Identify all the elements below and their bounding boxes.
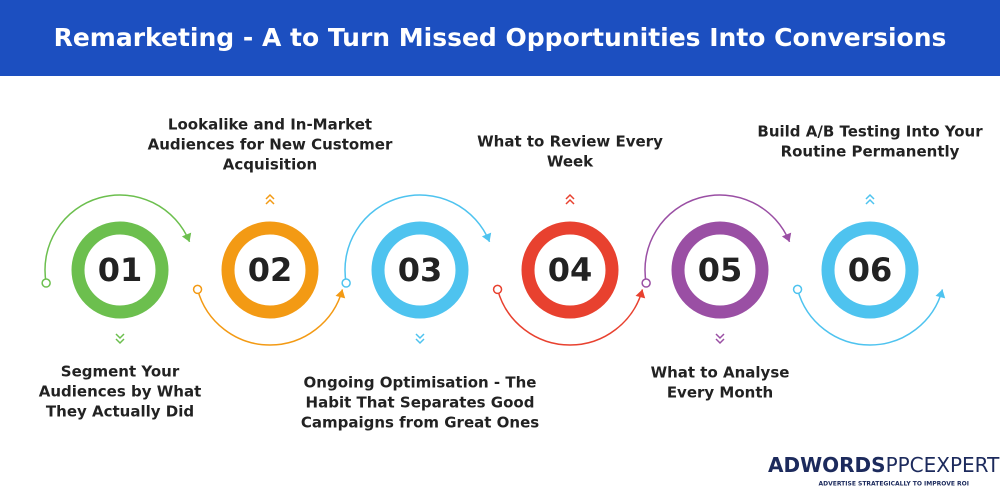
arrow-head [181,232,192,242]
arrow-head [935,289,946,299]
step-ring [521,221,619,319]
header-bar [0,0,1000,76]
chevron [865,198,875,205]
step-number: 02 [248,251,293,289]
step-label: What to Analyse [651,364,790,382]
chevron [415,338,425,345]
step-number: 06 [848,251,893,289]
chevron [115,333,125,340]
steps: 01 Segment Your Audiences by What They Actu… [39,116,983,432]
chevron [865,193,875,200]
chevron [265,198,275,205]
arc-start-dot [41,278,51,288]
step-ring [371,221,469,319]
step-ring [71,221,169,319]
step-label: Campaigns from Great Ones [301,414,539,432]
arc-start-dot [341,278,351,288]
arrow-head [481,232,492,242]
step-ring [821,221,919,319]
arrow-head [335,289,346,299]
step-label: They Actually Did [46,403,194,421]
step-label: Audiences for New Customer [148,136,393,154]
step-number: 03 [398,251,443,289]
step-label: Audiences by What [39,383,202,401]
connector-arc [196,289,344,346]
arrow-head [781,232,792,242]
step-label: Routine Permanently [781,143,960,161]
arc-start-dot [492,284,503,295]
step-number: 01 [98,251,143,289]
chevron [715,338,725,345]
header-title: Remarketing - A to Turn Missed Opportuni… [54,23,947,52]
arc-start-dot [192,284,203,295]
step-label: Lookalike and In-Market [168,116,372,134]
step-ring [221,221,319,319]
arc-start-dot [641,278,651,288]
arrow-head [635,289,646,299]
logo-suffix: PPCEXPERT [886,453,1000,477]
logo-brand: ADWORDSPPCEXPERT [768,453,1000,477]
chevron [565,193,575,200]
step-label: Ongoing Optimisation - The [304,374,537,392]
chevron [415,333,425,340]
chevron [115,338,125,345]
step-label: Every Month [667,384,773,402]
chevron [715,333,725,340]
connector-arc [796,289,944,346]
logo-tagline: ADVERTISE STRATEGICALLY TO IMPROVE ROI [818,481,969,488]
connector-arc [644,194,791,284]
step-label: Habit That Separates Good [306,394,535,412]
step-ring [671,221,769,319]
chevron [565,198,575,205]
connector-arc [44,194,191,284]
chevron [265,193,275,200]
step-label: Week [547,153,594,171]
logo-brand-main: ADWORDS [768,453,886,477]
step-label: Build A/B Testing Into Your [757,123,983,141]
step-label: Acquisition [223,156,317,174]
step-label: What to Review Every [477,133,663,151]
step-label: Segment Your [61,363,180,381]
arc-start-dot [792,284,803,295]
connector-arc [344,194,491,284]
step-number: 04 [548,251,593,289]
step-number: 05 [698,251,743,289]
connector-arc [496,289,644,346]
